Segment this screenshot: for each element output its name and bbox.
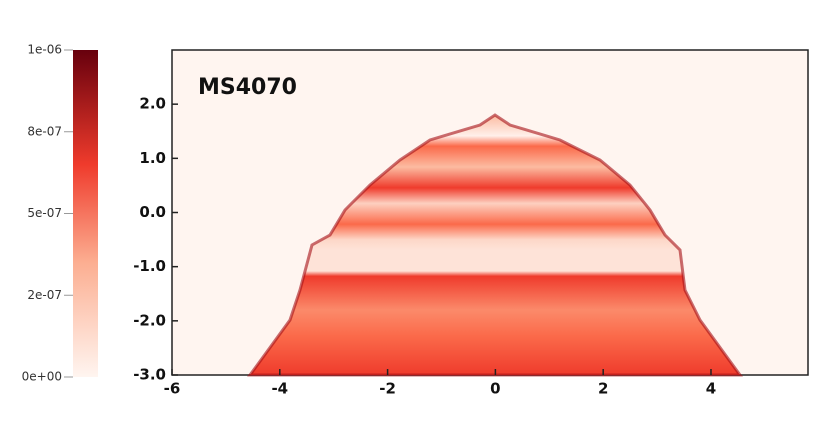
x-tick-label: -6 [164, 380, 181, 398]
y-tick-label: 2.0 [139, 95, 166, 113]
y-tick-label: 0.0 [139, 203, 166, 221]
x-tick-label: 4 [706, 380, 716, 398]
annotation: MS4070 [198, 75, 297, 100]
colorbar-tick-label: 2e-07 [27, 288, 62, 302]
x-tick-label: -2 [379, 380, 396, 398]
colorbar-tick-label: 0e+00 [22, 370, 62, 384]
colorbar-tick-label: 1e-06 [27, 43, 62, 57]
colorbar-tick-label: 5e-07 [27, 206, 62, 220]
y-tick-label: -1.0 [133, 257, 166, 275]
colorbar [73, 50, 98, 377]
colorbar-tick-label: 8e-07 [27, 124, 62, 138]
y-tick-label: 1.0 [139, 149, 166, 167]
y-tick-label: -2.0 [133, 311, 166, 329]
x-tick-label: 2 [598, 380, 608, 398]
y-tick-label: -3.0 [133, 366, 166, 384]
x-tick-label: -4 [271, 380, 288, 398]
x-tick-label: 0 [490, 380, 500, 398]
field [247, 113, 743, 377]
